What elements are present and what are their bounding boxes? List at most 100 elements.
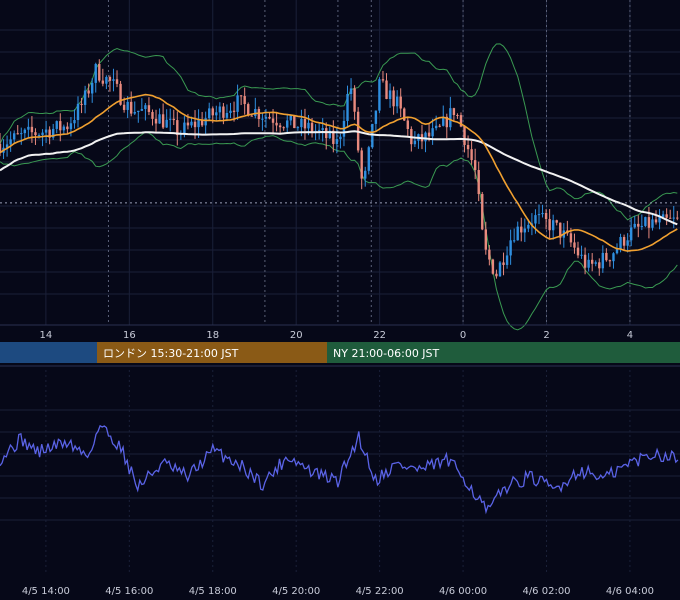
candle-body [236,95,239,112]
session-london-label: ロンドン 15:30-21:00 JST [103,347,239,360]
price-grid [0,0,680,325]
candle-body [161,114,165,128]
candle-body [502,262,505,265]
candle-body [520,226,523,233]
candle-body [360,150,363,179]
candle-body [254,109,257,117]
candle-body [523,228,527,233]
candle-body [87,90,90,94]
candle-body [534,215,537,224]
candle-body [403,108,406,121]
candle-body [516,226,519,241]
candle-body [477,170,480,194]
oscillator-x-tick-label: 4/6 04:00 [606,586,654,597]
candle-body [317,129,321,131]
candle-body [0,143,2,153]
candle-body [590,259,594,264]
candle-body [37,135,41,137]
candle-body [307,122,310,129]
candle-body [456,115,459,117]
candle-body [665,214,668,218]
candle-body [41,132,44,136]
candle-body [83,90,87,105]
candle-body [505,255,509,265]
candle-body [498,262,502,277]
candle-body [434,125,438,129]
candle-body [200,119,204,126]
candle-body [27,126,30,130]
candle-body [491,259,495,274]
candle-body [204,118,207,126]
price-time-axis: 14 16 18 20 22 0 2 4 [40,330,634,341]
candle-body [466,144,470,150]
candle-body [190,121,193,126]
candle-body [622,236,626,246]
candle-body [371,123,374,148]
candle-body [119,83,122,105]
candle-body [268,116,271,119]
candle-body [215,112,218,116]
candle-body [154,118,158,124]
candle-body [55,121,58,129]
candle-body [310,122,314,132]
candle-body [115,79,119,84]
price-x-tick-label: 20 [290,330,303,341]
candle-body [629,227,633,241]
candle-body [20,133,23,135]
candle-body [261,118,264,120]
candle-body [481,193,484,230]
candle-body [512,240,516,242]
candle-body [300,118,303,128]
candle-body [108,77,112,81]
moving-averages [0,93,678,252]
candle-body [90,82,94,94]
candle-body [413,140,417,145]
price-x-tick-label: 0 [460,330,466,341]
candle-body [165,119,168,128]
candle-body [197,119,200,128]
candle-body [427,132,431,137]
candle-body [612,253,615,262]
candle-body [286,120,289,128]
session-london-band [97,342,327,363]
candle-body [140,109,144,111]
candle-body [640,225,644,227]
candle-body [321,128,324,130]
candle-body [44,129,48,133]
candle-body [452,108,456,116]
candle-body [222,106,225,118]
candle-body [112,79,115,81]
candle-body [122,104,126,110]
candle-body [488,249,491,260]
candle-body [12,133,16,140]
candle-body [658,217,661,223]
candle-body [34,132,37,136]
candle-body [257,109,261,120]
candle-body [509,240,512,256]
oscillator-time-axis: 4/5 14:00 4/5 16:00 4/5 18:00 4/5 20:00 4/5 … [22,586,654,597]
candle-body [651,219,654,228]
candle-body [98,64,101,81]
candle-body [449,108,452,128]
session-tokyo-band [0,342,97,363]
candle-body [431,128,434,137]
bollinger-upper [0,43,678,221]
moving-average-short [0,93,678,252]
price-x-tick-label: 16 [123,330,136,341]
bollinger-lower [0,131,678,331]
session-ny-band [327,342,680,363]
price-x-tick-label: 2 [543,330,549,341]
candle-body [282,127,285,129]
candle-body [16,133,19,135]
candle-body [225,112,229,118]
candle-body [605,252,608,261]
candle-body [661,214,665,218]
candle-body [158,114,161,124]
candle-body [583,254,587,268]
candle-body [264,116,268,119]
oscillator-x-tick-label: 4/5 14:00 [22,586,70,597]
candle-body [211,108,214,116]
candle-body [229,110,232,113]
